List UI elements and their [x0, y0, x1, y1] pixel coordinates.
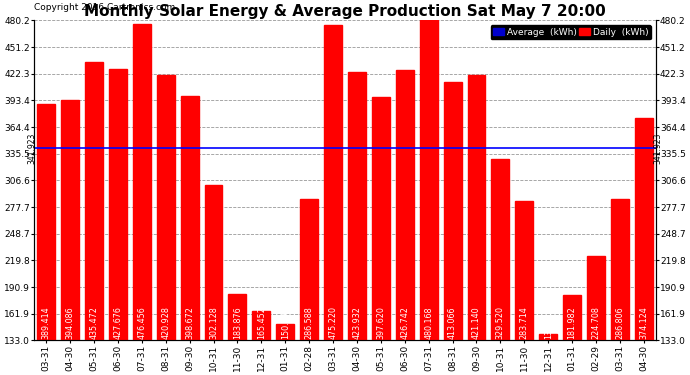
Text: 181.982: 181.982	[568, 306, 577, 339]
Legend: Average  (kWh), Daily  (kWh): Average (kWh), Daily (kWh)	[491, 25, 651, 39]
Bar	[109, 69, 127, 341]
Bar	[444, 82, 462, 340]
Text: 374.124: 374.124	[640, 306, 649, 339]
Text: 165.452: 165.452	[257, 306, 266, 339]
Bar	[515, 201, 533, 340]
Text: 435.472: 435.472	[90, 306, 99, 339]
Text: 341.923: 341.923	[28, 132, 37, 164]
Text: 397.620: 397.620	[376, 306, 385, 339]
Text: 413.066: 413.066	[448, 306, 457, 339]
Bar	[468, 75, 486, 340]
Bar	[635, 118, 653, 340]
Text: 389.414: 389.414	[41, 306, 50, 339]
Text: 283.714: 283.714	[520, 306, 529, 339]
Text: 475.220: 475.220	[328, 306, 337, 339]
Text: 183.876: 183.876	[233, 306, 242, 339]
Text: 427.676: 427.676	[113, 306, 122, 339]
Text: 394.086: 394.086	[66, 306, 75, 339]
Bar	[204, 184, 222, 340]
Bar	[181, 96, 199, 340]
Text: 329.520: 329.520	[496, 306, 505, 339]
Text: 480.168: 480.168	[424, 306, 433, 339]
Bar	[420, 20, 437, 340]
Text: 224.708: 224.708	[591, 306, 600, 339]
Text: 302.128: 302.128	[209, 306, 218, 339]
Bar	[324, 25, 342, 340]
Text: 426.742: 426.742	[400, 306, 409, 339]
Bar	[372, 96, 390, 340]
Text: 286.588: 286.588	[305, 306, 314, 339]
Text: 341.923: 341.923	[653, 132, 662, 164]
Bar	[228, 294, 246, 340]
Bar	[491, 159, 509, 340]
Bar	[253, 310, 270, 340]
Text: 420.928: 420.928	[161, 306, 170, 339]
Text: 476.456: 476.456	[137, 306, 146, 339]
Bar	[587, 256, 605, 340]
Bar	[85, 62, 103, 340]
Bar	[276, 324, 294, 340]
Bar	[348, 72, 366, 341]
Text: 150.692: 150.692	[281, 306, 290, 339]
Bar	[132, 24, 150, 341]
Text: 286.806: 286.806	[615, 306, 624, 339]
Text: 139.816: 139.816	[544, 306, 553, 339]
Text: 421.140: 421.140	[472, 306, 481, 339]
Bar	[396, 70, 414, 340]
Bar	[37, 104, 55, 340]
Bar	[157, 75, 175, 340]
Text: 398.672: 398.672	[185, 306, 194, 339]
Text: Copyright 2016 Cartronics.com: Copyright 2016 Cartronics.com	[34, 3, 175, 12]
Bar	[563, 295, 581, 340]
Bar	[300, 199, 318, 340]
Bar	[540, 334, 558, 340]
Text: 423.932: 423.932	[353, 306, 362, 339]
Bar	[611, 199, 629, 340]
Bar	[61, 100, 79, 340]
Title: Monthly Solar Energy & Average Production Sat May 7 20:00: Monthly Solar Energy & Average Productio…	[84, 4, 606, 19]
